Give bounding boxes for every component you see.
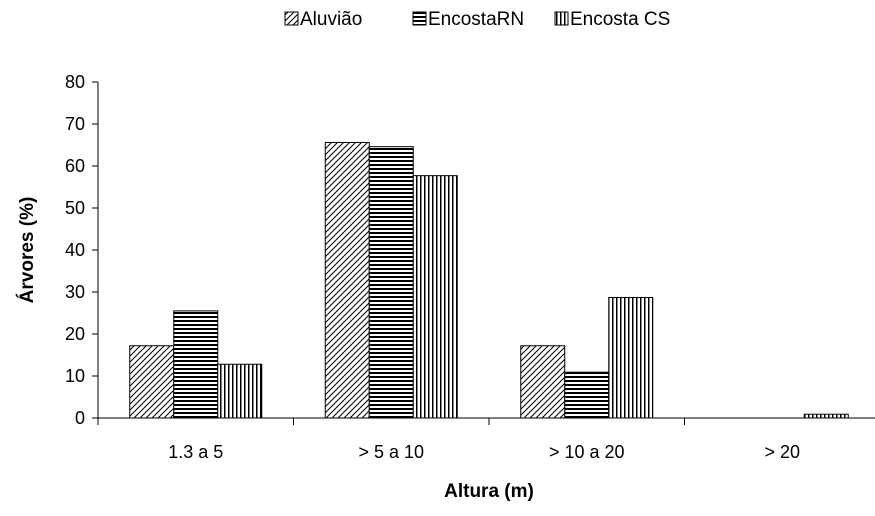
bar-diagonal-1 xyxy=(324,141,370,419)
x-category-label: > 5 a 10 xyxy=(358,442,424,462)
y-tick-label: 10 xyxy=(65,366,85,386)
legend-swatch-vertical xyxy=(554,11,569,26)
bar-horizontal-2 xyxy=(564,371,610,419)
bar-diagonal-0 xyxy=(129,345,175,419)
legend-label: EncostaRN xyxy=(428,9,524,30)
y-tick-label: 0 xyxy=(75,408,85,428)
y-axis-ticks: 0 10 20 30 40 50 60 70 80 xyxy=(65,72,98,428)
y-axis-title: Árvores (%) xyxy=(16,197,38,304)
y-tick-label: 20 xyxy=(65,324,85,344)
x-category-label: > 10 a 20 xyxy=(549,442,625,462)
bar-vertical-1 xyxy=(412,175,458,419)
y-tick-label: 40 xyxy=(65,240,85,260)
plot-area xyxy=(129,141,849,419)
y-tick-label: 50 xyxy=(65,198,85,218)
bar-vertical-2 xyxy=(608,296,654,419)
bar-vertical-0 xyxy=(217,363,263,419)
bar-vertical-3 xyxy=(803,413,849,419)
x-axis-ticks: 1.3 a 5 > 5 a 10 > 10 a 20 > 20 xyxy=(97,418,800,462)
y-tick-label: 60 xyxy=(65,156,85,176)
bar-horizontal-1 xyxy=(368,146,414,419)
legend-swatch-horizontal xyxy=(412,11,427,26)
y-tick-label: 70 xyxy=(65,114,85,134)
bar-diagonal-2 xyxy=(520,345,566,419)
chart-legend: Aluvião EncostaRN Encosta CS xyxy=(284,9,670,30)
legend-label: Encosta CS xyxy=(570,9,670,30)
x-category-label: > 20 xyxy=(764,442,800,462)
y-tick-label: 30 xyxy=(65,282,85,302)
legend-swatch-diagonal xyxy=(284,11,299,26)
legend-label: Aluvião xyxy=(300,9,362,30)
y-tick-label: 80 xyxy=(65,72,85,92)
bar-horizontal-0 xyxy=(173,310,219,419)
x-category-label: 1.3 a 5 xyxy=(168,442,223,462)
x-axis-title: Altura (m) xyxy=(444,481,534,502)
